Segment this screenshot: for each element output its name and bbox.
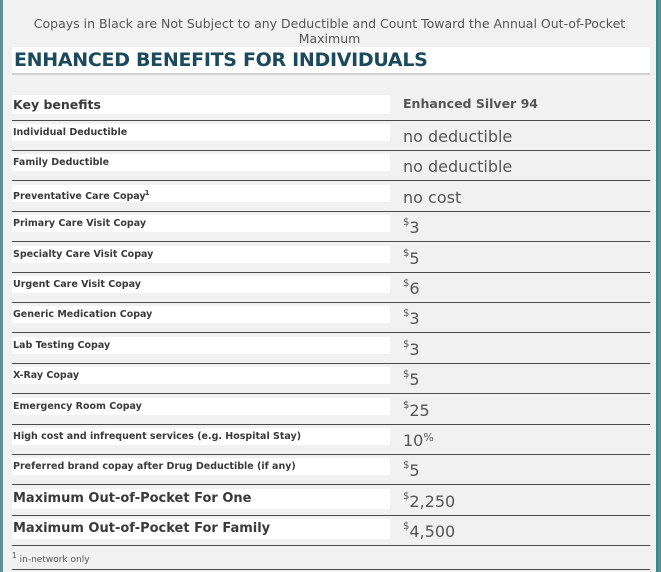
benefit-label: Maximum Out-of-Pocket For Family <box>12 519 390 540</box>
benefit-label: Emergency Room Copay <box>12 397 390 415</box>
table-row: High cost and infrequent services (e.g. … <box>12 425 650 455</box>
table-row: Preferred brand copay after Drug Deducti… <box>12 455 650 486</box>
table-row: X-Ray Copay $5 <box>12 364 650 395</box>
benefit-value: $6 <box>403 278 420 298</box>
title-bar: ENHANCED BENEFITS FOR INDIVIDUALS <box>12 47 650 75</box>
table-header: Key benefits Enhanced Silver 94 <box>12 92 650 121</box>
benefit-value: $3 <box>403 308 420 329</box>
benefit-value: $5 <box>403 247 420 268</box>
table-row: Urgent Care Visit Copay $6 <box>12 273 650 303</box>
copay-note: Copays in Black are Not Subject to any D… <box>33 16 626 46</box>
currency-symbol: $ <box>403 247 410 259</box>
currency-symbol: $ <box>403 490 410 502</box>
table-row: Specialty Care Visit Copay $5 <box>12 243 650 273</box>
table-row: Generic Medication Copay $3 <box>12 303 650 334</box>
benefit-value: $3 <box>403 217 420 238</box>
footnote-text: in-network only <box>16 555 90 565</box>
benefit-label: Preventative Care Copay1 <box>12 184 390 202</box>
table-row: Lab Testing Copay $3 <box>12 334 650 364</box>
benefit-value: $2,250 <box>403 490 456 511</box>
header-key-benefits: Key benefits <box>12 95 390 114</box>
page-title: ENHANCED BENEFITS FOR INDIVIDUALS <box>14 49 428 71</box>
table-row: Individual Deductible no deductible <box>12 121 650 151</box>
table-row: Maximum Out-of-Pocket For Family $4,500 <box>12 516 650 547</box>
benefit-label: Maximum Out-of-Pocket For One <box>12 488 390 509</box>
benefit-value: no deductible <box>403 157 513 177</box>
benefit-value: $4,500 <box>403 521 456 542</box>
currency-symbol: $ <box>403 369 410 381</box>
currency-symbol: $ <box>403 460 410 472</box>
table-row: Preventative Care Copay1 no cost <box>12 182 650 212</box>
currency-symbol: $ <box>403 217 410 229</box>
percent-symbol: % <box>423 431 434 444</box>
benefit-label: Preferred brand copay after Drug Deducti… <box>12 458 390 476</box>
currency-symbol: $ <box>403 308 410 320</box>
benefit-label: Individual Deductible <box>12 124 390 141</box>
footnote-marker: 1 <box>12 551 17 560</box>
benefit-label: High cost and infrequent services (e.g. … <box>12 428 390 445</box>
table-row: Maximum Out-of-Pocket For One $2,250 <box>12 486 650 516</box>
benefit-value: no deductible <box>403 127 513 146</box>
currency-symbol: $ <box>403 278 410 289</box>
table-row: Primary Care Visit Copay $3 <box>12 212 650 243</box>
footnote: 1 in-network only <box>12 551 650 570</box>
footnote-ref: 1 <box>144 188 150 197</box>
benefits-modal: Copays in Black are Not Subject to any D… <box>3 0 658 572</box>
header-plan-name: Enhanced Silver 94 <box>403 96 538 111</box>
benefit-label: X-Ray Copay <box>12 367 390 385</box>
benefit-label: Generic Medication Copay <box>12 306 390 324</box>
benefit-label: Primary Care Visit Copay <box>12 215 390 233</box>
benefit-label: Lab Testing Copay <box>12 336 390 354</box>
table-row: Family Deductible no deductible <box>12 151 650 182</box>
benefit-label: Family Deductible <box>12 154 390 172</box>
benefit-value: $5 <box>403 369 420 390</box>
benefit-label: Urgent Care Visit Copay <box>12 276 390 293</box>
benefit-value: $25 <box>403 399 430 420</box>
benefit-value: 10% <box>403 431 434 450</box>
benefit-label: Specialty Care Visit Copay <box>12 245 390 263</box>
table-row: Emergency Room Copay $25 <box>12 395 650 425</box>
currency-symbol: $ <box>403 399 410 411</box>
benefit-value: no cost <box>403 187 462 207</box>
currency-symbol: $ <box>403 338 410 350</box>
benefit-value: $3 <box>403 338 420 359</box>
benefit-value: $5 <box>403 460 420 481</box>
currency-symbol: $ <box>403 521 410 533</box>
